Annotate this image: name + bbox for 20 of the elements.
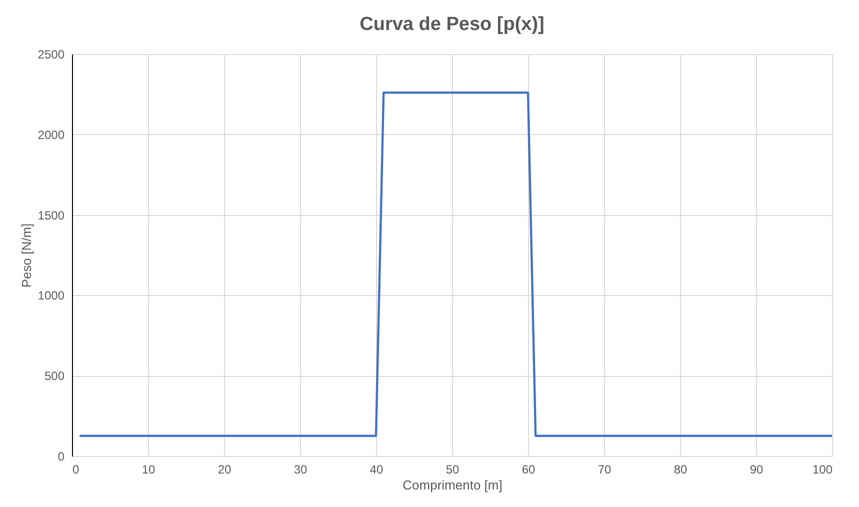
x-tick-label: 30	[294, 462, 308, 476]
x-tick-label: 90	[750, 462, 764, 476]
y-tick-label: 2500	[38, 48, 65, 62]
x-axis-title: Comprimento [m]	[402, 478, 502, 492]
x-tick-label: 50	[446, 462, 460, 476]
x-tick-label: 70	[598, 462, 612, 476]
x-tick-label: 0	[72, 462, 80, 476]
x-tick-label: 80	[674, 462, 688, 476]
y-tick-label: 500	[44, 369, 65, 384]
y-tick-label: 1000	[38, 288, 65, 303]
x-tick-label: 10	[142, 462, 156, 476]
chart-title: Curva de Peso [p(x)]	[360, 14, 544, 35]
y-tick-label: 2000	[38, 128, 65, 142]
y-tick-label: 0	[58, 450, 65, 464]
x-tick-label: 100	[812, 462, 833, 476]
x-tick-label: 20	[218, 462, 232, 476]
y-tick-label: 1500	[38, 208, 65, 222]
y-axis-title: Peso [N/m]	[18, 223, 34, 288]
x-tick-label: 60	[522, 462, 536, 476]
x-tick-label: 40	[370, 462, 384, 476]
